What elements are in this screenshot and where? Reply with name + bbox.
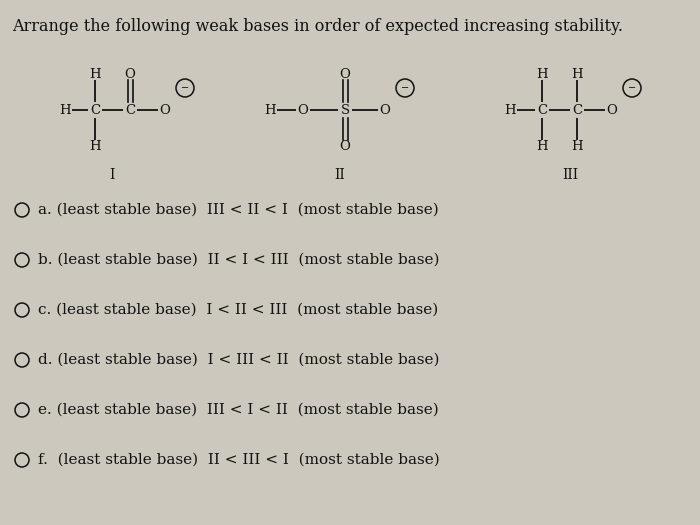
Text: −: − (181, 83, 189, 93)
Text: III: III (562, 168, 578, 182)
Circle shape (15, 303, 29, 317)
Circle shape (15, 403, 29, 417)
Text: H: H (504, 103, 516, 117)
Text: H: H (536, 140, 548, 152)
Circle shape (15, 453, 29, 467)
Circle shape (15, 253, 29, 267)
Text: H: H (89, 68, 101, 80)
Text: H: H (571, 140, 583, 152)
Text: O: O (125, 68, 135, 80)
Text: f.  (least stable base)  II < III < I  (most stable base): f. (least stable base) II < III < I (mos… (38, 453, 440, 467)
Text: b. (least stable base)  II < I < III  (most stable base): b. (least stable base) II < I < III (mos… (38, 253, 440, 267)
Text: H: H (536, 68, 548, 80)
Text: C: C (125, 103, 135, 117)
Text: −: − (401, 83, 409, 93)
Text: I: I (109, 168, 115, 182)
Circle shape (623, 79, 641, 97)
Text: e. (least stable base)  III < I < II  (most stable base): e. (least stable base) III < I < II (mos… (38, 403, 439, 417)
Text: c. (least stable base)  I < II < III  (most stable base): c. (least stable base) I < II < III (mos… (38, 303, 438, 317)
Text: a. (least stable base)  III < II < I  (most stable base): a. (least stable base) III < II < I (mos… (38, 203, 439, 217)
Text: S: S (340, 103, 349, 117)
Circle shape (396, 79, 414, 97)
Text: O: O (160, 103, 170, 117)
Text: II: II (335, 168, 345, 182)
Text: Arrange the following weak bases in order of expected increasing stability.: Arrange the following weak bases in orde… (12, 18, 623, 35)
Text: O: O (340, 68, 351, 80)
Text: H: H (60, 103, 71, 117)
Circle shape (15, 203, 29, 217)
Circle shape (176, 79, 194, 97)
Text: H: H (571, 68, 583, 80)
Circle shape (15, 353, 29, 367)
Text: C: C (90, 103, 100, 117)
Text: O: O (340, 140, 351, 152)
Text: O: O (298, 103, 309, 117)
Text: H: H (264, 103, 276, 117)
Text: O: O (607, 103, 617, 117)
Text: C: C (537, 103, 547, 117)
Text: O: O (379, 103, 391, 117)
Text: C: C (572, 103, 582, 117)
Text: −: − (628, 83, 636, 93)
Text: H: H (89, 140, 101, 152)
Text: d. (least stable base)  I < III < II  (most stable base): d. (least stable base) I < III < II (mos… (38, 353, 440, 367)
